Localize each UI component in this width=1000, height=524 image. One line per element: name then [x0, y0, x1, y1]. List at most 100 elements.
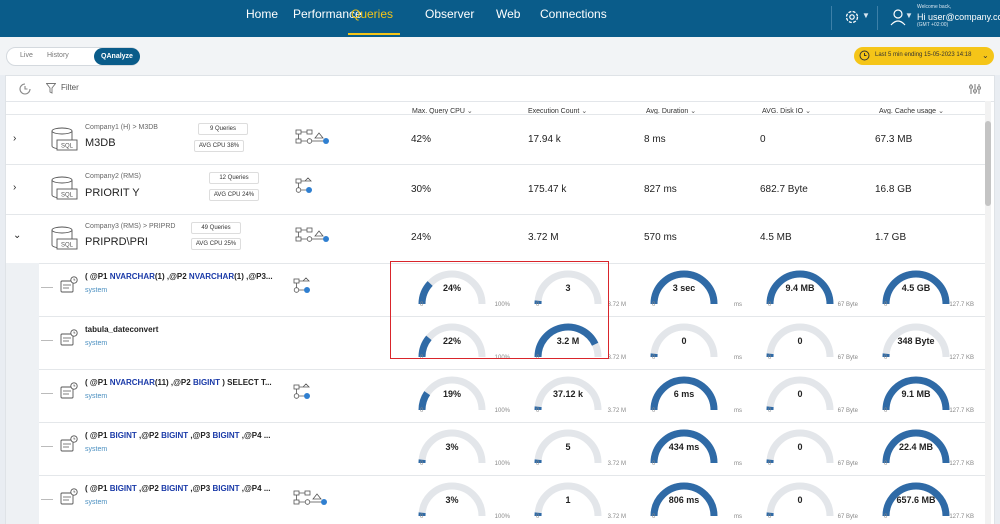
nav-queries[interactable]: Queries — [351, 7, 394, 21]
query-text-part: ,@P2 — [136, 431, 162, 440]
company-row-expanded[interactable]: ⌄ SQL Company3 (RMS) > PRIPRD PRIPRD\PRI… — [6, 214, 986, 263]
exec-count-gauge: 5 0 3.72 M — [526, 425, 626, 473]
gauge-fill — [650, 376, 718, 411]
chevron-down-icon[interactable]: ▼ — [905, 11, 913, 20]
nav-divider — [831, 6, 832, 30]
gauge-value: 0 — [797, 495, 803, 505]
vertical-scrollbar[interactable] — [985, 101, 991, 524]
query-icon — [60, 276, 78, 293]
query-text[interactable]: ( @P1 BIGINT ,@P2 BIGINT ,@P3 BIGINT ,@P… — [85, 484, 270, 493]
query-text[interactable]: ( @P1 NVARCHAR(11) ,@P2 BIGINT ) SELECT … — [85, 378, 272, 387]
divider — [6, 164, 986, 165]
query-text-part: NVARCHAR — [109, 272, 155, 281]
duration-gauge: 434 ms 0 ms — [642, 425, 742, 473]
gauge-arc — [766, 482, 834, 517]
chevron-down-icon[interactable]: ▼ — [862, 11, 870, 20]
gauge-arc — [650, 482, 718, 517]
gauge-min: 0 — [420, 461, 424, 467]
header-avg-cache-usage[interactable]: Avg. Cache usage ⌄ — [879, 107, 944, 115]
duration-gauge: 0 0 ms — [642, 319, 742, 367]
tab-qanalyze[interactable]: QAnalyze — [94, 48, 140, 65]
query-row[interactable]: tabula_dateconvert system 22% 0 100% 3.2 M 0 3.… — [39, 316, 986, 369]
refresh-icon[interactable] — [18, 82, 32, 96]
gauge-arc — [650, 429, 718, 464]
header-avg-disk-io[interactable]: AVG. Disk IO ⌄ — [762, 107, 811, 115]
query-row[interactable]: ( @P1 BIGINT ,@P2 BIGINT ,@P3 BIGINT ,@P… — [39, 422, 986, 475]
header-max-query-cpu[interactable]: Max. Query CPU ⌄ — [412, 107, 473, 115]
sql-server-icon: SQL — [51, 127, 78, 151]
gauge-value: 22.4 MB — [898, 442, 933, 452]
gauge-min: 0 — [536, 408, 540, 414]
gauge-track — [882, 323, 950, 358]
query-row[interactable]: ( @P1 NVARCHAR(1) ,@P2 NVARCHAR(1) ,@P3.… — [39, 263, 986, 316]
header-avg-duration[interactable]: Avg. Duration ⌄ — [646, 107, 696, 115]
expand-icon[interactable]: › — [13, 182, 17, 193]
query-row[interactable]: ( @P1 NVARCHAR(11) ,@P2 BIGINT ) SELECT … — [39, 369, 986, 422]
expand-icon[interactable]: › — [13, 133, 17, 144]
query-text[interactable]: tabula_dateconvert — [85, 325, 158, 334]
tab-history[interactable]: History — [47, 52, 69, 59]
company-name: Company1 (H) > M3DB — [85, 124, 158, 131]
exec-count-gauge: 37.12 k 0 3.72 M — [526, 372, 626, 420]
divider — [39, 316, 986, 317]
company-row[interactable]: › SQL Company2 (RMS) PRIORIT Y 12 Querie… — [6, 164, 986, 214]
scrollbar-thumb[interactable] — [985, 121, 991, 206]
execution-plan-icon[interactable] — [295, 128, 331, 146]
time-range-selector[interactable]: Last 5 min ending 15-05-2023 14:18 ⌄ — [854, 47, 994, 65]
query-text[interactable]: ( @P1 BIGINT ,@P2 BIGINT ,@P3 BIGINT ,@P… — [85, 431, 270, 440]
query-user: system — [85, 287, 108, 294]
avg-cpu-badge: AVG CPU 25% — [191, 238, 241, 250]
gauge-min: 0 — [652, 461, 656, 467]
avg-cache-usage: 67.3 MB — [875, 134, 913, 145]
filter-icon[interactable] — [46, 83, 56, 94]
nav-observer[interactable]: Observer — [425, 7, 475, 21]
gauge-value: 24% — [442, 283, 461, 293]
query-text[interactable]: ( @P1 NVARCHAR(1) ,@P2 NVARCHAR(1) ,@P3.… — [85, 272, 273, 281]
execution-plan-icon[interactable] — [293, 277, 313, 295]
execution-plan-icon[interactable] — [295, 226, 331, 244]
mode-tabs: Live History QAnalyze — [6, 47, 140, 66]
query-icon — [60, 488, 78, 505]
nav-performance[interactable]: Performance — [293, 7, 362, 21]
user-email[interactable]: Hi user@company.com — [917, 12, 1000, 22]
nav-connections[interactable]: Connections — [540, 7, 607, 21]
company-row[interactable]: › SQL Company1 (H) > M3DB M3DB 9 Queries… — [6, 114, 986, 164]
gauge-arc — [882, 376, 950, 411]
execution-plan-icon[interactable] — [293, 489, 329, 507]
user-icon[interactable] — [890, 8, 906, 26]
filter-label[interactable]: Filter — [61, 83, 79, 92]
tree-connector — [41, 340, 53, 341]
header-execution-count[interactable]: Execution Count ⌄ — [528, 107, 587, 115]
cpu-gauge: 3% 0 100% — [410, 478, 510, 524]
gauge-value: 0 — [681, 336, 687, 346]
queries-badge: 9 Queries — [198, 123, 248, 135]
nav-home[interactable]: Home — [246, 7, 279, 21]
collapse-icon[interactable]: ⌄ — [13, 230, 22, 241]
execution-plan-icon[interactable] — [295, 177, 315, 195]
gauge-min: 0 — [768, 355, 772, 361]
gauge-arc — [534, 323, 602, 358]
exec-count-gauge: 3 0 3.72 M — [526, 266, 626, 314]
execution-plan-icon[interactable] — [293, 383, 313, 401]
column-settings-icon[interactable] — [968, 82, 982, 96]
query-row[interactable]: ( @P1 BIGINT ,@P2 BIGINT ,@P3 BIGINT ,@P… — [39, 475, 986, 524]
nav-web[interactable]: Web — [496, 7, 521, 21]
queries-panel: Filter Max. Query CPU ⌄ Execution Count ⌄ … — [5, 75, 995, 524]
divider — [6, 114, 986, 115]
welcome-text: Welcome back, — [917, 4, 952, 10]
gauge-arc — [418, 376, 486, 411]
gauge-min: 0 — [652, 302, 656, 308]
gauge-track — [534, 482, 602, 517]
tab-live[interactable]: Live — [20, 52, 33, 59]
toolbar: Filter — [6, 76, 994, 102]
cpu-gauge: 3% 0 100% — [410, 425, 510, 473]
nav-divider — [877, 6, 878, 30]
gauge-arc — [882, 429, 950, 464]
gauge-value: 22% — [442, 336, 461, 346]
tree-connector — [41, 393, 53, 394]
gear-icon[interactable] — [844, 9, 860, 25]
gauge-fill — [418, 281, 433, 305]
gauge-max: 100% — [494, 514, 510, 520]
query-icon — [60, 435, 78, 452]
gauge-min: 0 — [536, 302, 540, 308]
